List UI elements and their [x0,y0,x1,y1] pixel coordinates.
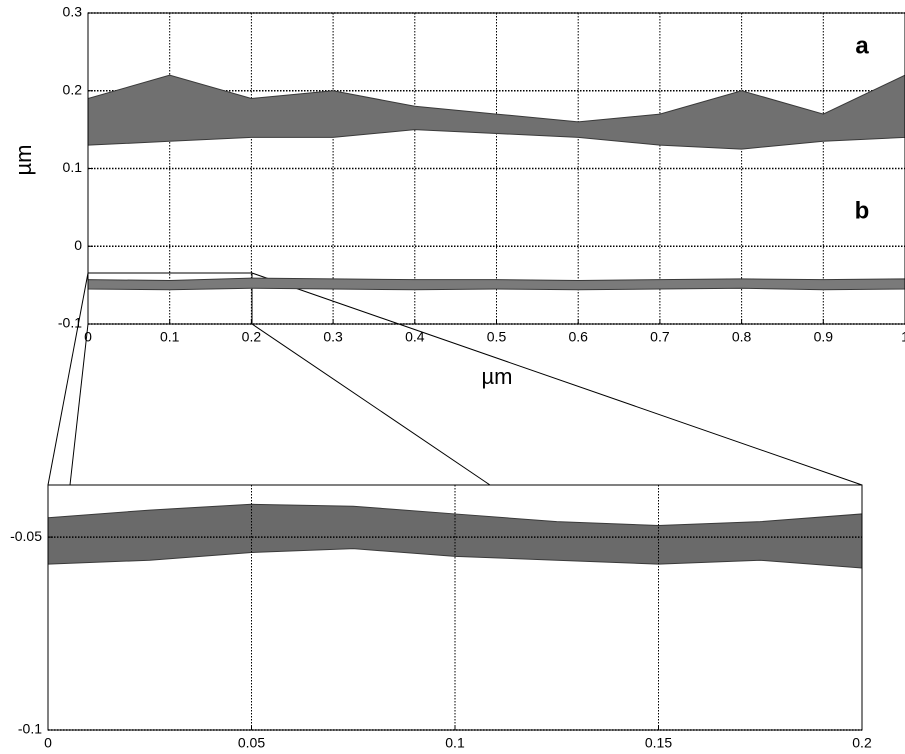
surface [88,74,905,150]
y-axis-label: µm [11,144,36,175]
surface-label: a [855,32,869,59]
x-tick-label: 0.2 [242,329,262,345]
x-tick-label: 1 [901,329,905,345]
x-tick-label: 0.05 [238,735,265,751]
y-tick-label: -0.05 [10,528,42,544]
surface [88,277,905,291]
surface-label: b [855,197,870,224]
x-tick-label: 0.15 [645,735,672,751]
y-tick-label: 0.1 [63,159,83,175]
y-tick-label: 0.2 [63,81,83,97]
x-tick-label: 0.9 [814,329,834,345]
connector [251,323,491,486]
y-tick-label: 0 [74,237,82,253]
x-tick-label: 0.8 [732,329,752,345]
connector [69,323,89,486]
x-tick-label: 0.4 [405,329,425,345]
connector [47,272,89,486]
x-tick-label: 0.5 [487,329,507,345]
y-tick-label: -0.1 [58,315,82,331]
x-tick-label: 0 [84,329,92,345]
x-tick-label: 0.2 [852,735,872,751]
x-axis-label: µm [481,364,512,389]
x-tick-label: 0.6 [568,329,588,345]
x-tick-label: 0.1 [445,735,465,751]
x-tick-label: 0.3 [323,329,343,345]
x-tick-label: 0.1 [160,329,180,345]
x-tick-label: 0 [44,735,52,751]
y-tick-label: 0.3 [63,4,83,20]
connector [251,272,863,486]
x-tick-label: 0.7 [650,329,670,345]
y-tick-label: -0.1 [18,721,42,737]
